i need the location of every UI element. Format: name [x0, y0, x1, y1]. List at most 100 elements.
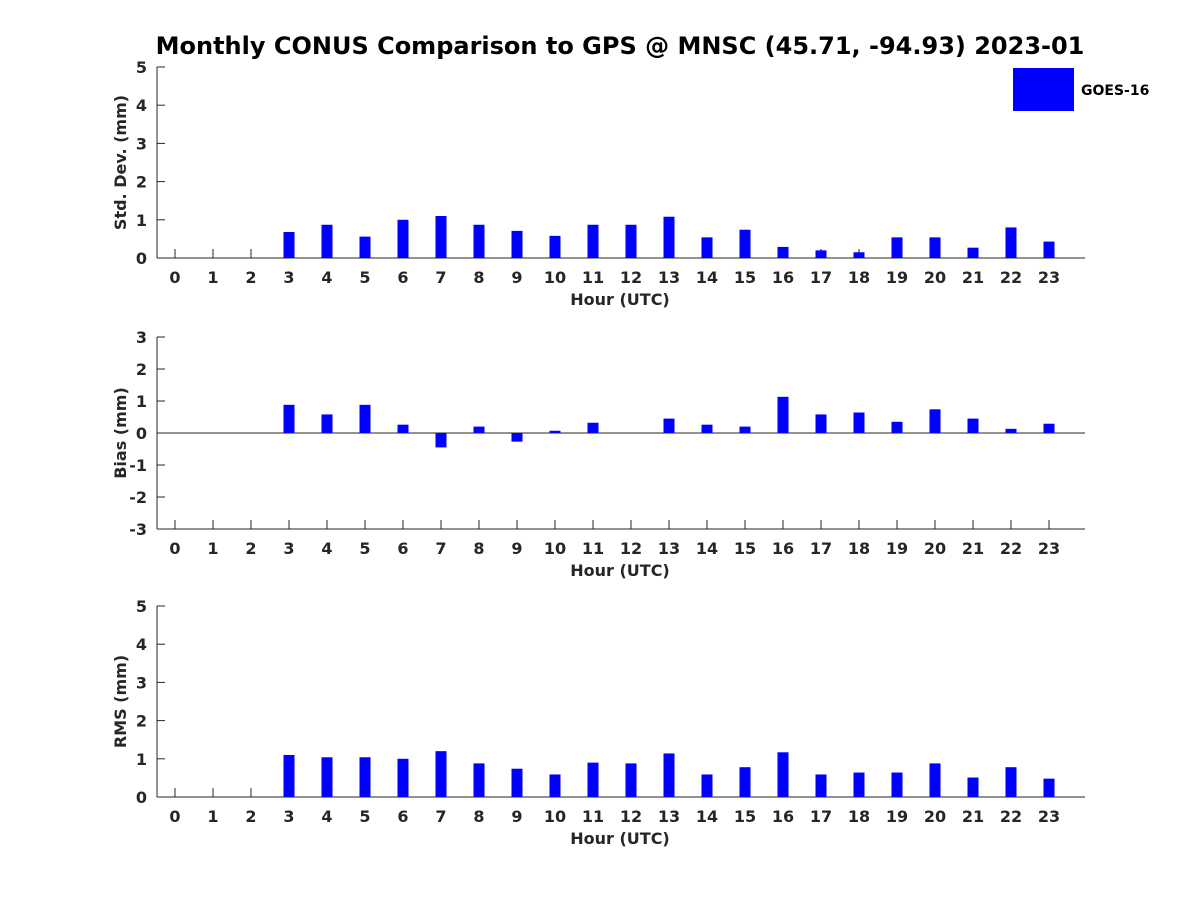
bar-std-dev-mm-hour-5	[359, 236, 371, 258]
x-tick-label: 15	[734, 268, 756, 287]
bar-bias-mm-hour-3	[283, 404, 295, 433]
bar-std-dev-mm-hour-12	[625, 224, 637, 258]
x-tick-label: 5	[359, 539, 370, 558]
y-tick-label: 2	[136, 173, 147, 192]
y-axis-label: Std. Dev. (mm)	[111, 95, 130, 230]
bar-bias-mm-hour-21	[967, 418, 979, 433]
x-tick-label: 6	[397, 268, 408, 287]
bar-rms-mm-hour-16	[777, 752, 789, 797]
bar-bias-mm-hour-17	[815, 414, 827, 433]
bar-bias-mm-hour-11	[587, 422, 599, 433]
y-tick-label: 3	[136, 134, 147, 153]
bar-bias-mm-hour-7	[435, 433, 447, 448]
bar-rms-mm-hour-3	[283, 754, 295, 797]
x-tick-label: 5	[359, 268, 370, 287]
bar-rms-mm-hour-21	[967, 777, 979, 797]
bar-bias-mm-hour-10	[549, 430, 561, 433]
x-tick-label: 8	[473, 539, 484, 558]
x-tick-label: 23	[1038, 268, 1060, 287]
bar-std-dev-mm-hour-19	[891, 237, 903, 258]
bar-bias-mm-hour-19	[891, 421, 903, 433]
bar-std-dev-mm-hour-15	[739, 229, 751, 258]
x-axis-label: Hour (UTC)	[570, 290, 670, 309]
x-axis-label: Hour (UTC)	[570, 829, 670, 848]
x-tick-label: 21	[962, 268, 984, 287]
x-tick-label: 1	[207, 807, 218, 826]
y-tick-label: 1	[136, 392, 147, 411]
x-tick-label: 18	[848, 807, 870, 826]
x-tick-label: 12	[620, 539, 642, 558]
bar-std-dev-mm-hour-3	[283, 232, 295, 258]
bar-rms-mm-hour-19	[891, 772, 903, 797]
x-tick-label: 4	[321, 807, 332, 826]
x-tick-label: 18	[848, 539, 870, 558]
bar-bias-mm-hour-4	[321, 414, 333, 433]
bar-bias-mm-hour-18	[853, 412, 865, 433]
bar-std-dev-mm-hour-4	[321, 224, 333, 258]
x-tick-label: 5	[359, 807, 370, 826]
y-axis-label: RMS (mm)	[111, 655, 130, 748]
x-tick-label: 4	[321, 268, 332, 287]
x-tick-label: 4	[321, 539, 332, 558]
x-tick-label: 22	[1000, 539, 1022, 558]
y-tick-label: -2	[129, 488, 147, 507]
bar-rms-mm-hour-10	[549, 774, 561, 797]
x-tick-label: 20	[924, 539, 946, 558]
bar-rms-mm-hour-6	[397, 758, 409, 797]
legend: GOES-16	[1013, 68, 1149, 111]
bar-std-dev-mm-hour-11	[587, 224, 599, 258]
y-tick-label: 4	[136, 635, 147, 654]
bar-bias-mm-hour-13	[663, 418, 675, 433]
x-tick-label: 14	[696, 807, 718, 826]
x-tick-label: 3	[283, 807, 294, 826]
x-tick-label: 2	[245, 539, 256, 558]
x-tick-label: 16	[772, 539, 794, 558]
x-tick-label: 15	[734, 539, 756, 558]
bar-rms-mm-hour-5	[359, 757, 371, 797]
x-tick-label: 19	[886, 539, 908, 558]
x-tick-label: 17	[810, 539, 832, 558]
x-tick-label: 6	[397, 539, 408, 558]
chart-title: Monthly CONUS Comparison to GPS @ MNSC (…	[156, 32, 1085, 60]
y-tick-label: 2	[136, 712, 147, 731]
x-tick-label: 13	[658, 539, 680, 558]
x-tick-label: 23	[1038, 807, 1060, 826]
x-tick-label: 12	[620, 807, 642, 826]
x-tick-label: 11	[582, 807, 604, 826]
bar-std-dev-mm-hour-8	[473, 224, 485, 258]
bar-std-dev-mm-hour-23	[1043, 241, 1055, 258]
y-axis-label: Bias (mm)	[111, 387, 130, 479]
legend-swatch-goes-16	[1013, 68, 1074, 111]
bar-std-dev-mm-hour-17	[815, 250, 827, 258]
x-tick-label: 22	[1000, 807, 1022, 826]
y-tick-label: 3	[136, 673, 147, 692]
x-tick-label: 9	[511, 539, 522, 558]
bar-rms-mm-hour-8	[473, 763, 485, 797]
x-tick-label: 15	[734, 807, 756, 826]
x-tick-label: 9	[511, 268, 522, 287]
x-tick-label: 17	[810, 268, 832, 287]
x-tick-label: 3	[283, 268, 294, 287]
bar-bias-mm-hour-20	[929, 409, 941, 433]
x-tick-label: 21	[962, 807, 984, 826]
y-tick-label: 2	[136, 360, 147, 379]
y-tick-label: 3	[136, 328, 147, 347]
bar-std-dev-mm-hour-20	[929, 237, 941, 258]
x-tick-label: 16	[772, 807, 794, 826]
x-tick-label: 10	[544, 268, 566, 287]
bar-bias-mm-hour-6	[397, 424, 409, 433]
x-tick-label: 14	[696, 268, 718, 287]
bar-std-dev-mm-hour-22	[1005, 227, 1017, 258]
bar-std-dev-mm-hour-18	[853, 252, 865, 258]
bar-bias-mm-hour-23	[1043, 423, 1055, 433]
bar-bias-mm-hour-9	[511, 433, 523, 442]
x-tick-label: 20	[924, 268, 946, 287]
x-tick-label: 1	[207, 268, 218, 287]
bar-std-dev-mm-hour-14	[701, 237, 713, 258]
x-tick-label: 22	[1000, 268, 1022, 287]
bar-bias-mm-hour-5	[359, 404, 371, 433]
